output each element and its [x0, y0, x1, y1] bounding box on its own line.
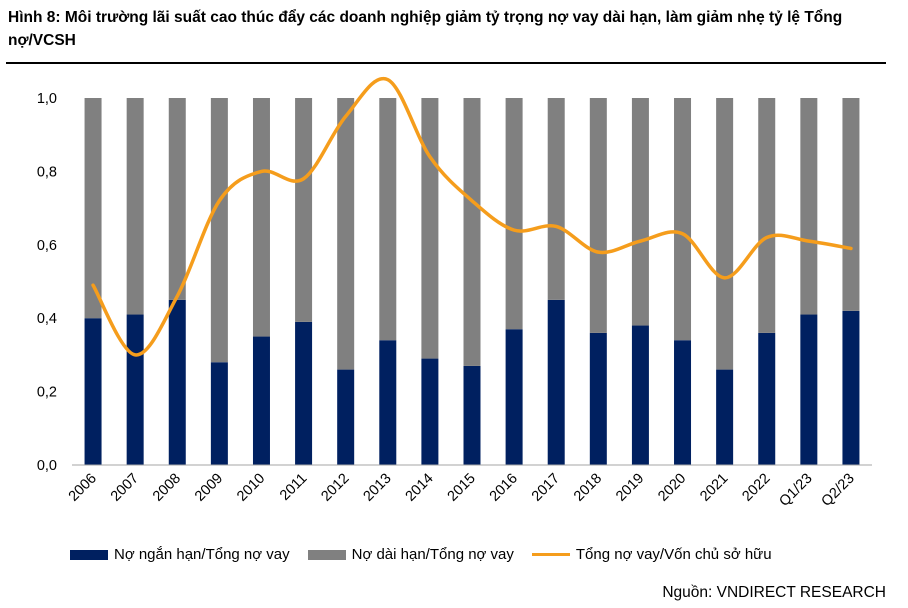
- legend-label-line: Tổng nợ vay/Vốn chủ sở hữu: [575, 546, 772, 563]
- chart: 0,0 0,2 0,4 0,6 0,8 1,0 2006 2007 2008 2009 2010 20…: [37, 76, 872, 510]
- bar-long-term: [589, 98, 607, 333]
- legend-label-short: Nợ ngắn hạn/Tổng nợ vay: [114, 546, 290, 563]
- y-tick-label: 0,2: [37, 385, 57, 401]
- y-tick-label: 0,8: [37, 164, 57, 180]
- series-line-debt-equity: [91, 76, 853, 357]
- bar-long-term: [716, 98, 734, 370]
- bar-long-term: [126, 98, 144, 315]
- x-tick-label: Q1/23: [776, 471, 815, 510]
- bar-short-term: [589, 332, 607, 465]
- y-tick-label: 1,0: [37, 91, 57, 107]
- x-tick-label: 2015: [445, 471, 479, 505]
- x-tick-label: 2011: [277, 471, 310, 504]
- chart-title: Hình 8: Môi trường lãi suất cao thúc đẩy…: [8, 9, 843, 49]
- bar-long-term: [505, 98, 523, 330]
- x-tick-label: 2021: [697, 471, 731, 505]
- x-tick-label: 2008: [150, 471, 184, 505]
- legend-swatch-short: [70, 549, 108, 560]
- bar-long-term: [547, 98, 565, 300]
- legend-item-line: Tổng nợ vay/Vốn chủ sở hữu: [531, 546, 772, 563]
- bar-short-term: [295, 321, 313, 465]
- x-tick-label: 2010: [234, 471, 268, 505]
- legend-label-long: Nợ dài hạn/Tổng nợ vay: [351, 546, 514, 563]
- bar-long-term: [463, 98, 481, 366]
- bar-long-term: [758, 98, 776, 333]
- bar-long-term: [842, 98, 860, 311]
- bar-short-term: [800, 314, 818, 465]
- bar-short-term: [337, 369, 355, 465]
- bar-long-term: [337, 98, 355, 370]
- bar-long-term: [674, 98, 692, 341]
- bar-short-term: [463, 365, 481, 465]
- y-tick-label: 0,4: [37, 311, 57, 327]
- bar-short-term: [674, 340, 692, 465]
- bar-long-term: [168, 98, 186, 300]
- x-tick-label: 2019: [613, 471, 647, 505]
- x-tick-label: 2020: [655, 471, 689, 505]
- bar-short-term: [252, 336, 270, 465]
- bar-short-term: [716, 369, 734, 465]
- y-tick-label: 0,6: [37, 238, 57, 254]
- bar-short-term: [631, 325, 649, 465]
- bar-short-term: [210, 362, 228, 465]
- x-tick-label: 2022: [739, 471, 773, 505]
- bar-long-term: [210, 98, 228, 363]
- legend-item-short: Nợ ngắn hạn/Tổng nợ vay: [70, 546, 290, 563]
- legend-swatch-line: [531, 553, 570, 556]
- x-tick-label: 2018: [571, 471, 605, 505]
- legend-swatch-long: [307, 549, 346, 560]
- bar-long-term: [800, 98, 818, 315]
- title-divider: [6, 62, 886, 64]
- x-tick-label: 2016: [487, 471, 521, 505]
- x-tick-label: Q2/23: [819, 471, 858, 510]
- x-tick-label: 2012: [318, 471, 352, 505]
- bar-long-term: [84, 98, 102, 319]
- bar-long-term: [252, 98, 270, 337]
- x-tick-label: 2013: [360, 471, 394, 505]
- x-tick-label: 2006: [66, 471, 100, 505]
- bar-short-term: [505, 329, 523, 465]
- bar-short-term: [126, 314, 144, 465]
- bar-short-term: [842, 310, 860, 465]
- bar-short-term: [547, 299, 565, 465]
- x-tick-label: 2014: [403, 471, 437, 505]
- bar-short-term: [379, 340, 397, 465]
- bar-short-term: [84, 318, 102, 465]
- y-tick-label: 0,0: [37, 458, 57, 474]
- bar-long-term: [421, 98, 439, 359]
- source-note: Nguồn: VNDIRECT RESEARCH: [662, 584, 886, 601]
- bar-short-term: [421, 358, 439, 465]
- x-tick-label: 2017: [529, 471, 563, 505]
- bar-long-term: [631, 98, 649, 326]
- bar-short-term: [168, 299, 186, 465]
- bar-long-term: [379, 98, 397, 341]
- x-tick-label: 2007: [108, 471, 142, 505]
- legend: Nợ ngắn hạn/Tổng nợ vay Nợ dài hạn/Tổng …: [70, 546, 790, 563]
- x-tick-label: 2009: [192, 471, 226, 505]
- bar-long-term: [295, 98, 313, 322]
- bar-short-term: [758, 332, 776, 465]
- legend-item-long: Nợ dài hạn/Tổng nợ vay: [307, 546, 514, 563]
